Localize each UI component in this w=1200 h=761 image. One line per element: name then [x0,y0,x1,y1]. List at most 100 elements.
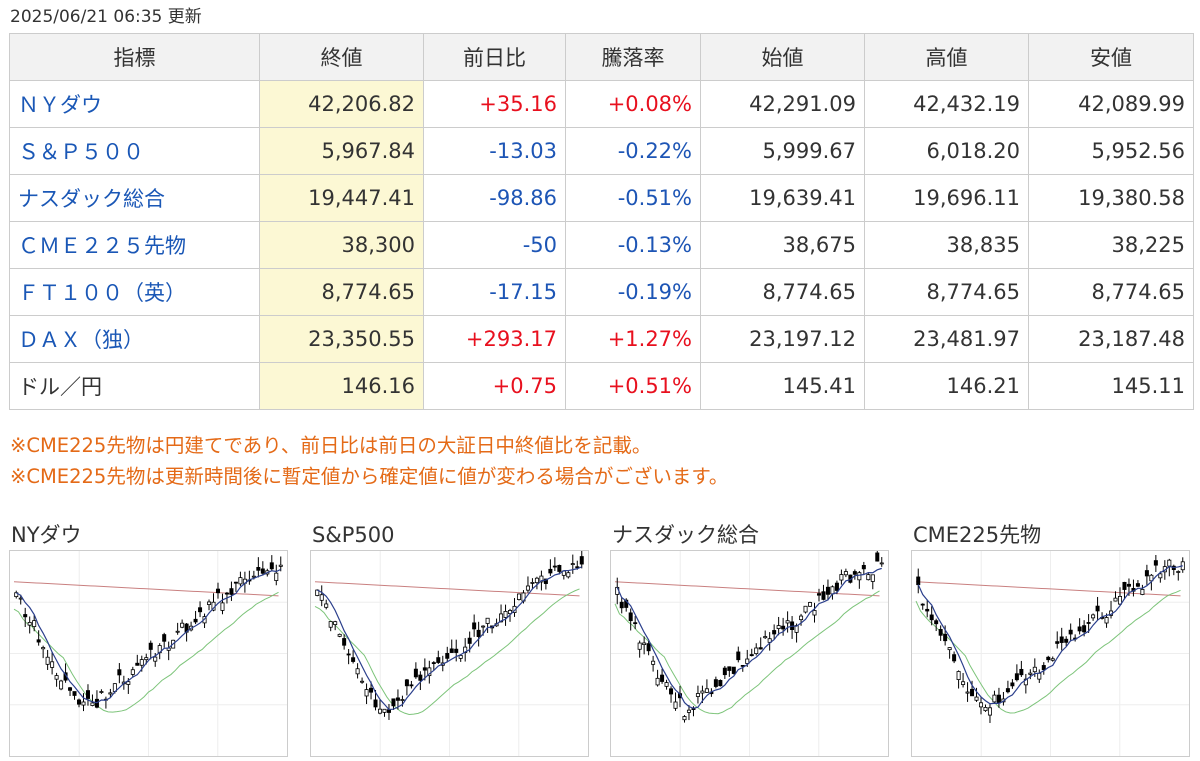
chart-title: CME225先物 [913,523,1042,547]
candle-body [386,709,391,713]
close-value: 23,350.55 [259,315,424,363]
change-value: -98.86 [423,174,566,222]
candle-body [821,591,826,600]
candle-body [713,679,718,687]
chart-title: ナスダック総合 [612,523,759,547]
note-line: ※CME225先物は更新時間後に暫定値から確定値に値が変わる場合がございます。 [10,465,729,488]
candle-body [467,637,472,644]
chart-frame[interactable] [9,550,288,757]
candle-body [72,691,77,696]
candle-body [274,572,279,581]
candle-body [624,599,629,608]
indicator-name[interactable]: ＤＡＸ（独） [9,315,260,363]
indicator-name[interactable]: Ｓ＆Ｐ５００ [9,127,260,175]
candle-body [499,613,504,623]
indicator-name[interactable]: ナスダック総合 [9,174,260,222]
candle-body [866,574,871,581]
open-value: 8,774.65 [700,268,865,316]
chart-card-sp500[interactable]: S&P500 [310,520,589,757]
rate-value: -0.51% [565,174,701,222]
candle-body [843,571,848,576]
candle-body [938,629,943,636]
change-value: -50 [423,221,566,269]
chart-frame[interactable] [610,550,889,757]
candle-body [1059,636,1064,643]
mid-ma-line [614,590,880,715]
candle-body [23,614,28,618]
candle-body [224,592,229,595]
candle-body [391,698,396,707]
indicator-name[interactable]: ＮＹダウ [9,80,260,128]
candle-body [660,674,665,682]
long-ma-line [13,581,279,597]
candle-body [704,688,709,693]
indicator-name[interactable]: ＦＴ１００（英） [9,268,260,316]
candle-body [32,620,37,627]
open-value: 38,675 [700,221,865,269]
candle-body [162,634,167,642]
candle-body [852,571,857,575]
high-value: 19,696.11 [864,174,1029,222]
candle-body [436,657,441,663]
candle-body [974,696,979,701]
candle-body [772,630,777,635]
candle-body [956,671,961,680]
candle-body [776,625,781,630]
candle-body [476,629,481,638]
header-change: 前日比 [423,33,566,81]
candle-body [1041,665,1046,671]
candle-body [718,680,723,687]
table-row: ドル／円 146.16 +0.75 +0.51% 145.41 146.21 145.11 [9,362,1194,410]
candle-body [1095,605,1100,612]
short-ma-line [316,566,582,711]
candle-body [77,699,82,705]
close-value: 38,300 [259,221,424,269]
candle-body [816,593,821,596]
candle-body [445,652,450,659]
indicator-name: ドル／円 [9,362,260,410]
chart-card-nasdaq[interactable]: ナスダック総合 [610,520,889,757]
mid-ma-line [915,589,1181,714]
header-rate: 騰落率 [565,33,701,81]
low-value: 19,380.58 [1028,174,1194,222]
header-open: 始値 [700,33,865,81]
candle-body [879,562,884,565]
candle-body [700,690,705,694]
candle-body [781,625,786,630]
chart-frame[interactable] [310,550,589,757]
chart-card-ny-dow[interactable]: NYダウ [9,520,288,757]
candle-body [485,617,490,624]
header-close: 終値 [259,33,424,81]
candle-body [364,689,369,697]
candle-body [207,601,212,605]
candle-body [1117,596,1122,605]
candle-body [278,564,283,567]
candle-body [351,657,356,662]
candle-body [916,576,921,586]
change-value: -17.15 [423,268,566,316]
candle-body [1046,656,1051,661]
candle-body [481,625,486,628]
candle-body [575,566,580,569]
candle-body [996,694,1001,704]
chart-frame[interactable] [911,550,1190,757]
high-value: 6,018.20 [864,127,1029,175]
candle-body [1104,617,1109,624]
candle-body [427,667,432,677]
chart-card-cme225[interactable]: CME225先物 [911,520,1190,757]
indicator-name[interactable]: ＣＭＥ２２５先物 [9,221,260,269]
candle-body [920,603,925,606]
candle-body [543,578,548,584]
candle-body [153,656,158,662]
long-ma-line [915,581,1181,597]
candle-body [1176,571,1181,573]
note-line: ※CME225先物は円建てであり、前日比は前日の大証日中終値比を記載。 [10,434,652,457]
open-value: 42,291.09 [700,80,865,128]
candle-body [378,708,383,714]
short-ma-line [616,567,882,709]
candle-body [422,667,427,671]
candle-body [41,647,46,650]
candle-body [144,657,149,661]
candle-body [1055,641,1060,644]
candle-body [1010,682,1015,687]
